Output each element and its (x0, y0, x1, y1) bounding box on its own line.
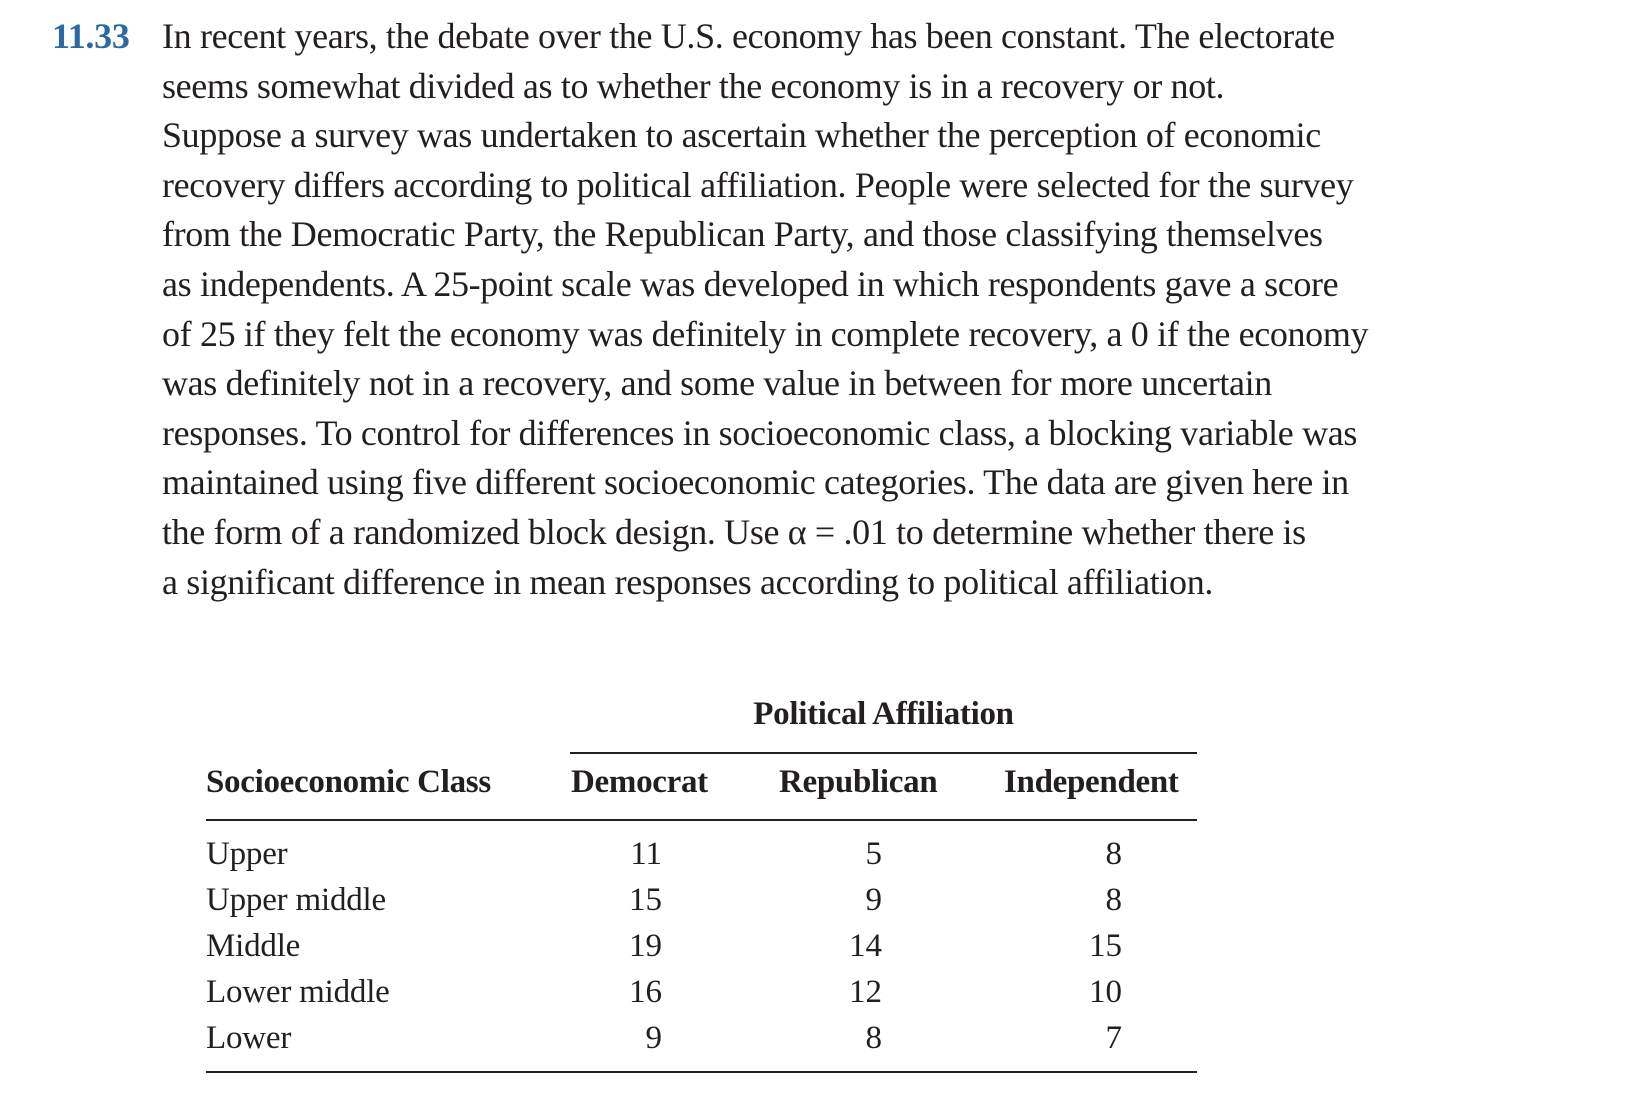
cell-upper-middle-republican: 9 (865, 882, 883, 918)
problem-line: Suppose a survey was undertaken to ascer… (162, 115, 1321, 156)
cell-upper-middle-democrat: 15 (629, 882, 662, 918)
row-label-upper-middle: Upper middle (206, 882, 386, 918)
cell-upper-democrat: 11 (630, 836, 662, 872)
problem-line: recovery differs according to political … (162, 164, 1354, 205)
problem-text: In recent years, the debate over the U.S… (162, 12, 1368, 607)
column-header-independent: Independent (1004, 764, 1179, 800)
row-label-lower-middle: Lower middle (206, 974, 390, 1010)
column-header-republican: Republican (779, 764, 938, 800)
cell-upper-republican: 5 (865, 836, 883, 872)
problem-number: 11.33 (52, 16, 130, 56)
cell-lower-republican: 8 (865, 1020, 883, 1056)
row-label-lower: Lower (206, 1020, 292, 1056)
political-affiliation-heading: Political Affiliation (753, 696, 1014, 732)
cell-lower-independent: 7 (1105, 1020, 1123, 1056)
cell-upper-independent: 8 (1105, 836, 1123, 872)
problem-line: from the Democratic Party, the Republica… (162, 214, 1323, 255)
problem-line: as independents. A 25-point scale was de… (162, 263, 1339, 304)
row-header-socioeconomic-class: Socioeconomic Class (206, 764, 491, 800)
table-bottom-rule (206, 1071, 1197, 1073)
cell-middle-democrat: 19 (629, 928, 662, 964)
group-heading-rule (570, 752, 1197, 754)
cell-lower-middle-republican: 12 (849, 974, 882, 1010)
column-header-democrat: Democrat (571, 764, 708, 800)
cell-lower-democrat: 9 (645, 1020, 663, 1056)
problem-line: In recent years, the debate over the U.S… (162, 16, 1335, 56)
row-label-middle: Middle (206, 928, 301, 964)
problem-line: the form of a randomized block design. U… (162, 511, 1306, 552)
problem-line: maintained using five different socioeco… (162, 462, 1349, 503)
header-rule (206, 819, 1197, 821)
problem-line: of 25 if they felt the economy was defin… (162, 313, 1369, 354)
cell-lower-middle-independent: 10 (1089, 974, 1122, 1010)
problem-line: seems somewhat divided as to whether the… (162, 65, 1225, 106)
cell-middle-independent: 15 (1089, 928, 1122, 964)
cell-middle-republican: 14 (849, 928, 882, 964)
problem-line: a significant difference in mean respons… (162, 561, 1213, 602)
cell-upper-middle-independent: 8 (1105, 882, 1123, 918)
problem-line: responses. To control for differences in… (162, 412, 1358, 453)
cell-lower-middle-democrat: 16 (629, 974, 662, 1010)
row-label-upper: Upper (206, 836, 288, 872)
problem-line: was definitely not in a recovery, and so… (162, 363, 1272, 404)
